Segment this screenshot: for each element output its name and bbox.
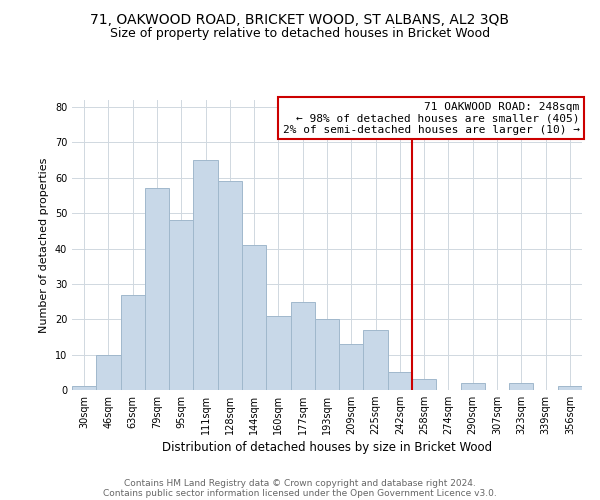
Bar (121, 294, 145, 390)
Bar (412, 380, 436, 390)
Bar (339, 344, 364, 390)
Bar (558, 386, 582, 390)
Text: Size of property relative to detached houses in Bricket Wood: Size of property relative to detached ho… (110, 28, 490, 40)
Text: 71, OAKWOOD ROAD, BRICKET WOOD, ST ALBANS, AL2 3QB: 71, OAKWOOD ROAD, BRICKET WOOD, ST ALBAN… (91, 12, 509, 26)
Bar (193, 160, 218, 390)
Bar (145, 188, 169, 390)
Bar (315, 320, 339, 390)
Bar (290, 302, 315, 390)
Text: Contains public sector information licensed under the Open Government Licence v3: Contains public sector information licen… (103, 488, 497, 498)
Bar (169, 220, 193, 390)
Bar (218, 182, 242, 390)
Y-axis label: Number of detached properties: Number of detached properties (39, 158, 49, 332)
Text: Contains HM Land Registry data © Crown copyright and database right 2024.: Contains HM Land Registry data © Crown c… (124, 478, 476, 488)
Bar (388, 372, 412, 390)
Bar (242, 245, 266, 390)
X-axis label: Distribution of detached houses by size in Bricket Wood: Distribution of detached houses by size … (162, 442, 492, 454)
Text: 71 OAKWOOD ROAD: 248sqm
← 98% of detached houses are smaller (405)
2% of semi-de: 71 OAKWOOD ROAD: 248sqm ← 98% of detache… (283, 102, 580, 135)
Bar (509, 383, 533, 390)
Bar (461, 383, 485, 390)
Bar (72, 386, 96, 390)
Bar (96, 354, 121, 390)
Bar (266, 316, 290, 390)
Bar (364, 330, 388, 390)
